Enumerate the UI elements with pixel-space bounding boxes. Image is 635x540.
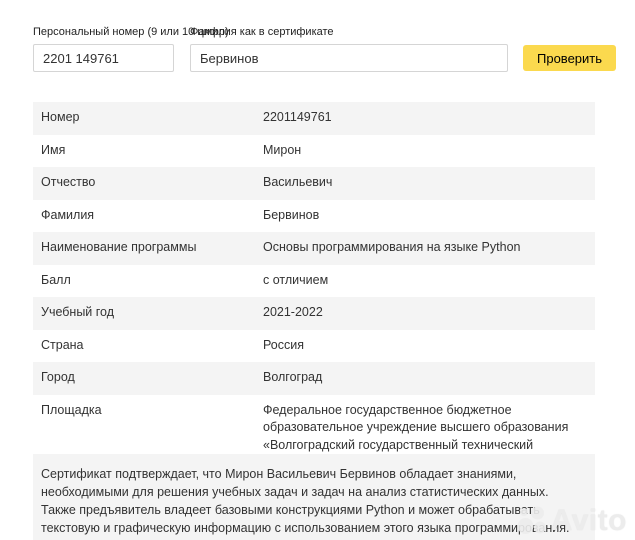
row-label: Наименование программы [41,240,197,254]
check-button[interactable]: Проверить [523,45,617,71]
row-value: Основы программирования на языке Python [263,240,521,254]
row-label: Город [41,370,75,384]
row-value: Россия [263,337,304,352]
table-row: Имя Мирон [33,135,595,168]
table-row: Отчество Васильевич [33,167,595,200]
row-value: Мирон [263,142,302,157]
certificate-description-text: Сертификат подтверждает, что Мирон Васил… [41,467,570,535]
row-value: 2201149761 [263,110,332,124]
row-label: Страна [41,337,84,352]
surname-input[interactable] [190,44,508,72]
table-row: Номер 2201149761 [33,102,595,135]
table-row: Город Волгоград [33,362,595,395]
row-label: Фамилия [41,207,95,222]
personal-number-input[interactable] [33,44,174,72]
table-row: Балл с отличием [33,265,595,298]
table-row: Страна Россия [33,330,595,363]
row-label: Площадка [41,402,102,417]
row-label: Отчество [41,175,96,189]
row-value: Федеральное государственное бюджетное об… [263,402,569,470]
certificate-description-block: Сертификат подтверждает, что Мирон Васил… [33,454,595,540]
row-value: с отличием [263,272,329,287]
personal-number-label: Персональный номер (9 или 10 цифр) [33,26,229,38]
row-value: 2021-2022 [263,305,323,319]
table-row: Наименование программы Основы программир… [33,232,595,265]
surname-field-group: Фамилия как в сертификате [190,26,508,72]
row-value: Волгоград [263,370,323,384]
certificate-result-table: Номер 2201149761 Имя Мирон Отчество Васи… [33,102,595,480]
table-row: Фамилия Бервинов [33,200,595,233]
certificate-check-form: Персональный номер (9 или 10 цифр) Фамил… [33,26,617,72]
row-label: Балл [41,272,71,287]
row-label: Учебный год [41,305,115,319]
personal-number-field-group: Персональный номер (9 или 10 цифр) [33,26,229,72]
table-row: Площадка Федеральное государственное бюд… [33,395,595,480]
surname-label: Фамилия как в сертификате [190,26,334,38]
row-value: Бервинов [263,207,320,222]
table-row: Учебный год 2021-2022 [33,297,595,330]
row-value: Васильевич [263,175,333,189]
row-label: Имя [41,142,66,157]
row-label: Номер [41,110,80,124]
